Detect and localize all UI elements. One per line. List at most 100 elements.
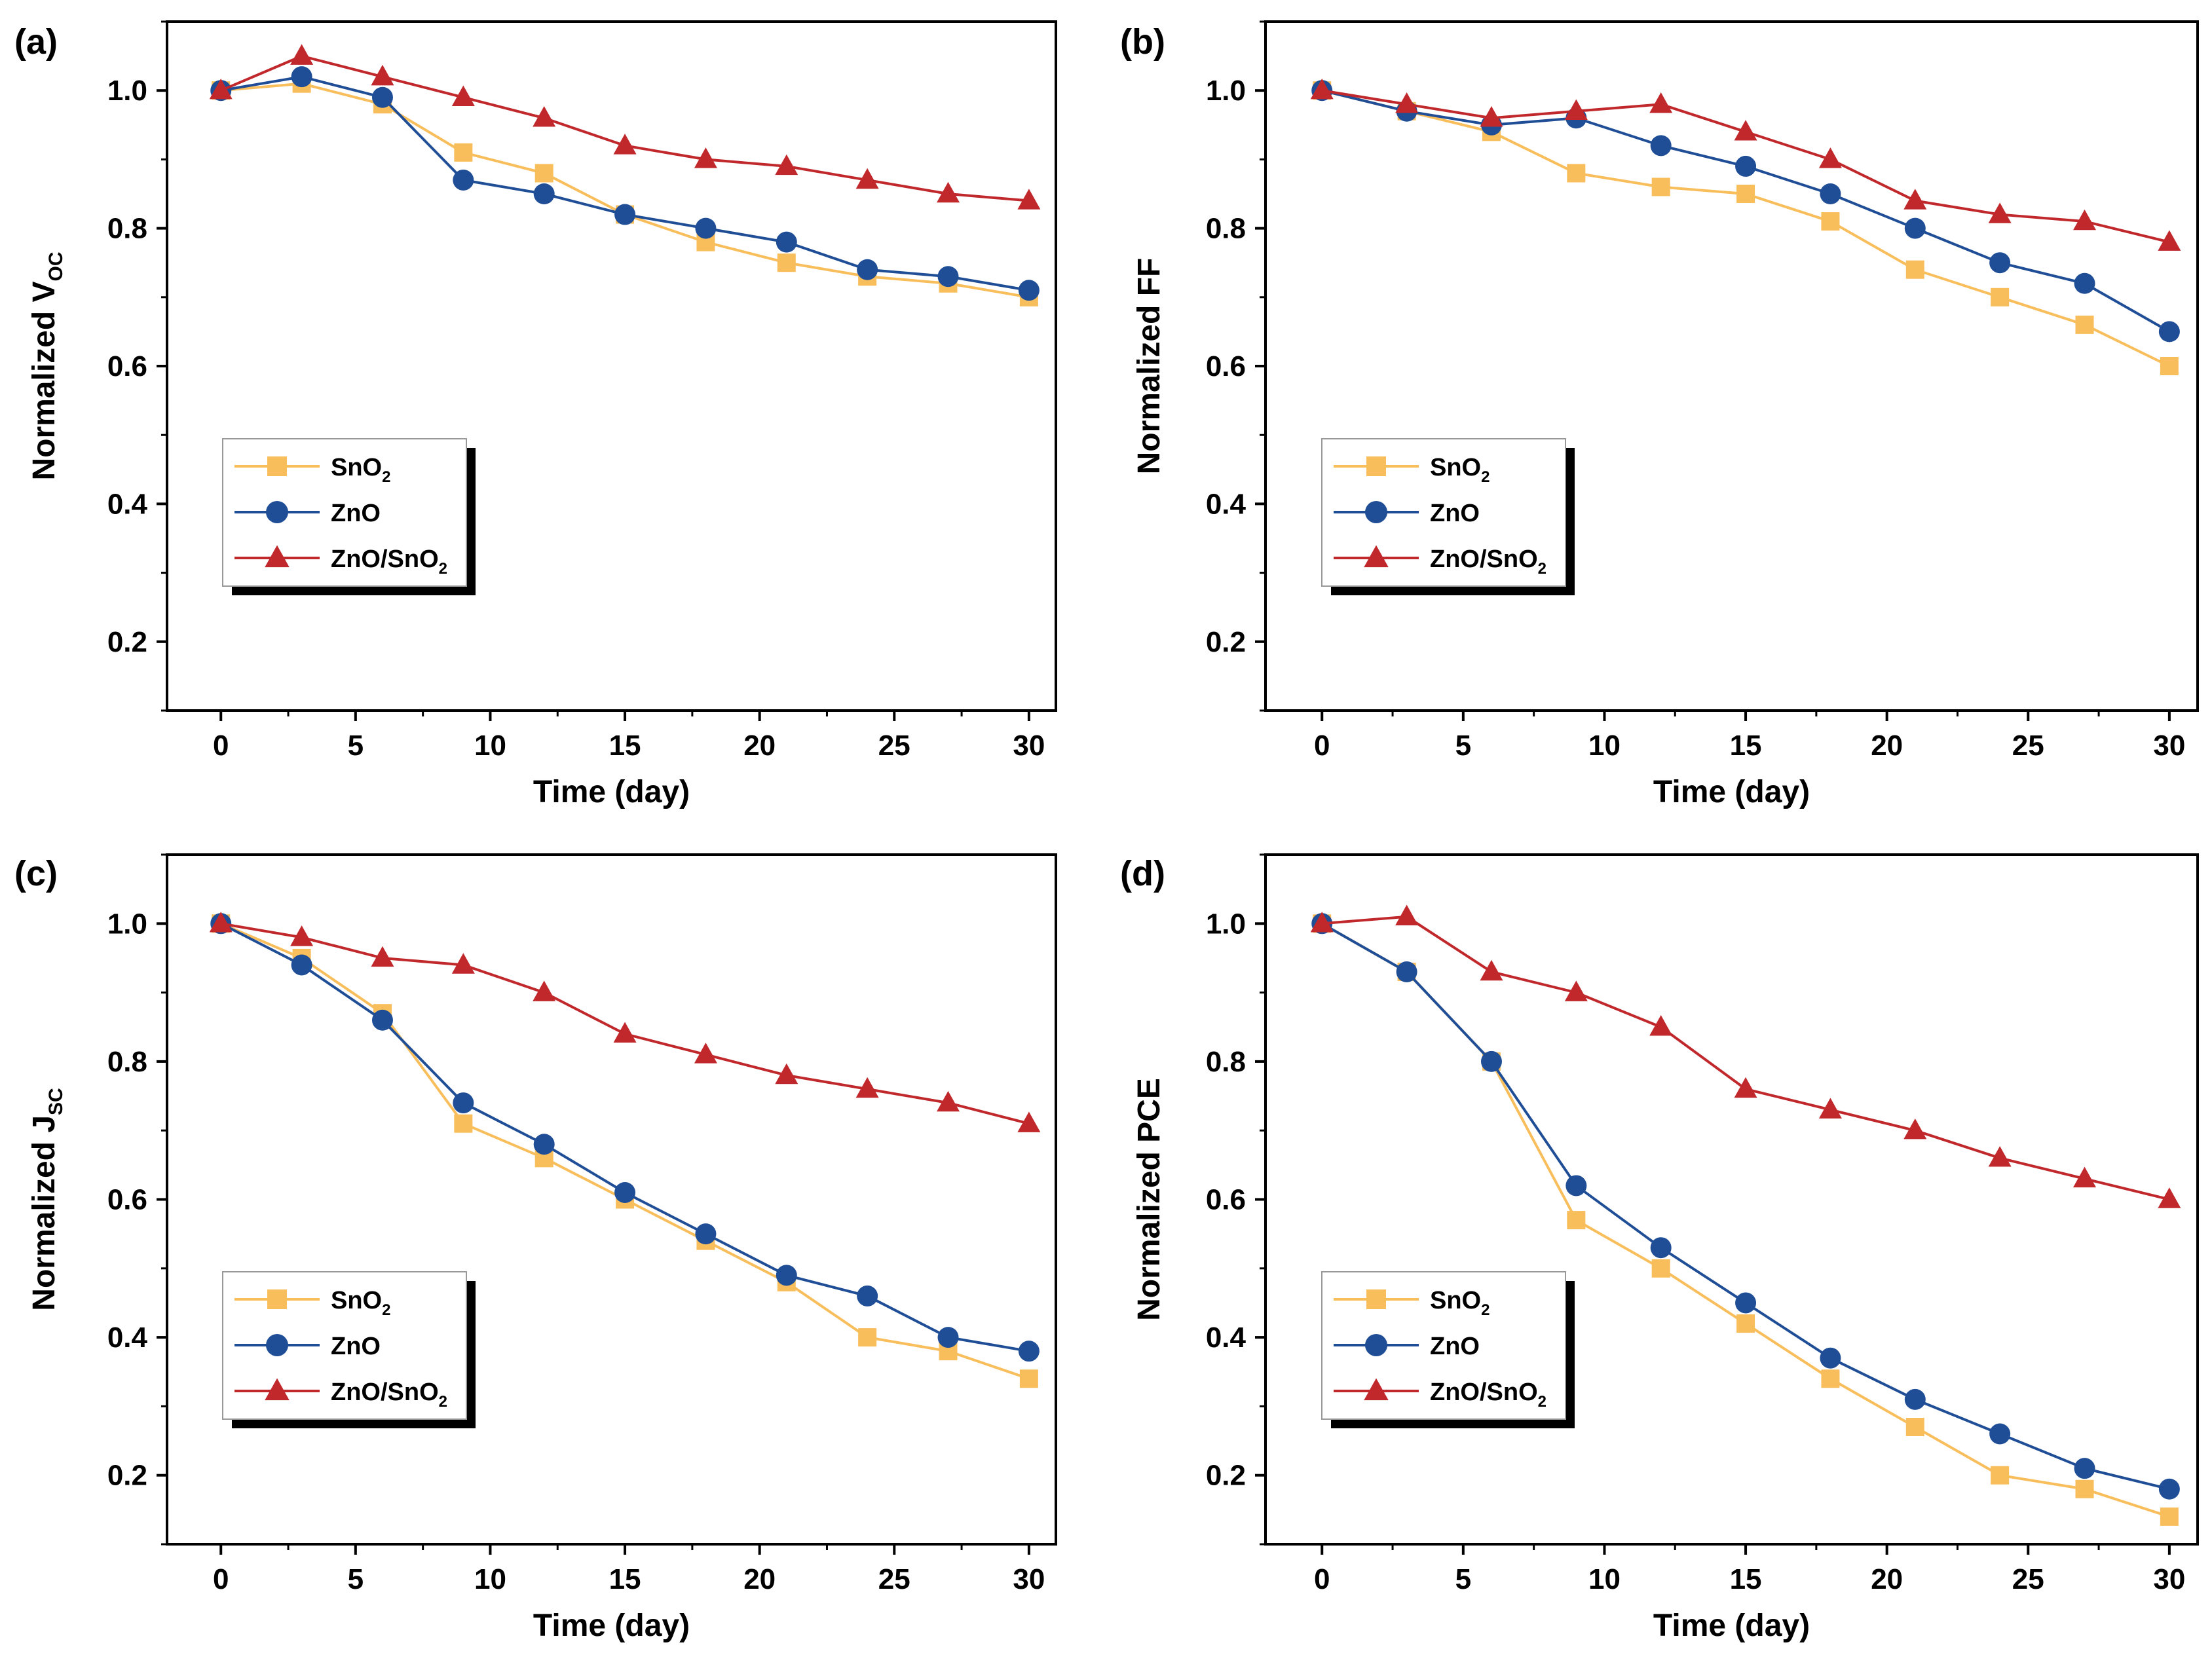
y-tick-label: 0.2 xyxy=(1206,1460,1246,1492)
series-group xyxy=(209,912,1041,1388)
legend-label: SnO2 xyxy=(1430,1287,1490,1319)
data-point xyxy=(1310,912,1334,933)
chart-panel-c: (c) 0 5 10 15 20 25 30 0.2 0.4 0.6 0.8 1.0 Time (day)… xyxy=(14,853,1057,1643)
data-point xyxy=(1651,1259,1670,1278)
data-point xyxy=(1018,280,1040,301)
data-point xyxy=(1820,183,1841,204)
data-point xyxy=(1905,260,1924,279)
legend-marker xyxy=(267,456,287,476)
x-tick-label: 10 xyxy=(1588,1563,1621,1595)
data-point xyxy=(1564,99,1588,120)
panel-label: (c) xyxy=(14,854,58,893)
data-point xyxy=(614,204,636,225)
data-point xyxy=(454,143,473,162)
y-tick-label: 0.2 xyxy=(107,626,147,658)
panel-label: (d) xyxy=(1120,854,1165,893)
x-tick-label: 25 xyxy=(2012,1563,2044,1595)
data-point xyxy=(1820,1347,1841,1369)
data-point xyxy=(533,106,556,127)
chart-panel-b: (b) 0 5 10 15 20 25 30 0.2 0.4 0.6 0.8 1.0 Time (day)… xyxy=(1120,20,2199,809)
legend-label: ZnO xyxy=(331,1333,381,1360)
x-tick-label: 15 xyxy=(609,730,641,762)
x-tick-label: 15 xyxy=(1730,1563,1762,1595)
x-tick-label: 30 xyxy=(2153,1563,2185,1595)
y-tick-label: 0.6 xyxy=(1206,1184,1246,1216)
data-point xyxy=(451,953,475,974)
data-point xyxy=(614,1181,636,1203)
data-point xyxy=(2073,1166,2097,1188)
legend-marker xyxy=(265,545,290,568)
x-axis-title: Time (day) xyxy=(1653,1608,1810,1643)
legend-marker xyxy=(1364,545,1389,568)
legend-label: ZnO xyxy=(1430,500,1480,527)
x-axis-title: Time (day) xyxy=(1653,775,1810,809)
data-point xyxy=(290,925,314,946)
data-point xyxy=(694,147,717,168)
data-point xyxy=(1988,1146,2012,1167)
x-axis-title: Time (day) xyxy=(533,1608,690,1643)
data-point xyxy=(371,946,394,967)
legend: SnO2 ZnO ZnO/SnO2 xyxy=(222,438,476,595)
data-point xyxy=(1480,106,1503,127)
data-point xyxy=(371,64,394,86)
x-tick-label: 5 xyxy=(348,730,364,762)
x-tick-label: 25 xyxy=(2012,730,2044,762)
x-tick-label: 10 xyxy=(474,1563,506,1595)
plot-frame xyxy=(1264,20,2199,712)
data-point xyxy=(534,164,553,183)
legend-marker xyxy=(267,1289,287,1309)
data-point xyxy=(1904,217,1926,239)
x-tick-label: 10 xyxy=(474,730,506,762)
data-point xyxy=(1564,980,1588,1001)
series-line xyxy=(220,54,1030,202)
data-point xyxy=(1991,287,2010,306)
x-tick-label: 20 xyxy=(1871,730,1903,762)
y-tick-label: 0.6 xyxy=(1206,350,1246,382)
data-point xyxy=(695,217,717,239)
data-point xyxy=(1736,1314,1755,1333)
data-point xyxy=(694,1043,717,1064)
chart-panel-a: (a) 0 5 10 15 20 25 30 0.2 0.4 0.6 0.8 1.0 Time (day)… xyxy=(14,20,1057,809)
x-tick-label: 15 xyxy=(609,1563,641,1595)
data-point xyxy=(1480,959,1503,981)
data-point xyxy=(451,85,475,106)
data-point xyxy=(371,1009,393,1031)
series-group xyxy=(1310,904,2181,1526)
x-tick-label: 5 xyxy=(1455,730,1471,762)
legend-box xyxy=(1321,438,1566,587)
legend-marker xyxy=(266,1334,288,1356)
data-point xyxy=(1991,1466,2010,1485)
x-tick-label: 5 xyxy=(1455,1563,1471,1595)
y-tick-label: 1.0 xyxy=(1206,75,1246,107)
legend: SnO2 ZnO ZnO/SnO2 xyxy=(1321,438,1575,595)
data-point xyxy=(1018,1341,1040,1362)
y-tick-label: 0.8 xyxy=(1206,1046,1246,1078)
data-point xyxy=(533,1134,555,1155)
panel-label: (b) xyxy=(1120,22,1165,62)
y-tick-label: 0.6 xyxy=(107,1184,147,1216)
x-tick-label: 20 xyxy=(743,730,776,762)
data-point xyxy=(1310,78,1334,100)
x-tick-label: 0 xyxy=(213,1563,229,1595)
data-point xyxy=(937,1327,959,1348)
y-tick-label: 0.2 xyxy=(107,1460,147,1492)
data-point xyxy=(1905,1417,1924,1436)
data-point xyxy=(2160,1507,2179,1526)
legend-marker xyxy=(265,1378,290,1401)
data-point xyxy=(1818,1098,1842,1119)
data-point xyxy=(1734,120,1757,141)
data-point xyxy=(1649,1015,1673,1036)
x-tick-label: 5 xyxy=(348,1563,364,1595)
data-point xyxy=(291,954,312,976)
series-group xyxy=(1310,78,2181,375)
data-point xyxy=(454,1114,473,1133)
legend-marker xyxy=(1365,501,1387,523)
y-axis-title: Normalized JSC xyxy=(27,1088,67,1310)
series-line xyxy=(221,82,1030,299)
data-point xyxy=(1651,177,1670,196)
data-point xyxy=(2075,315,2094,334)
legend-marker xyxy=(1365,1334,1387,1356)
legend-label: SnO2 xyxy=(331,1287,390,1319)
data-point xyxy=(2158,230,2181,251)
